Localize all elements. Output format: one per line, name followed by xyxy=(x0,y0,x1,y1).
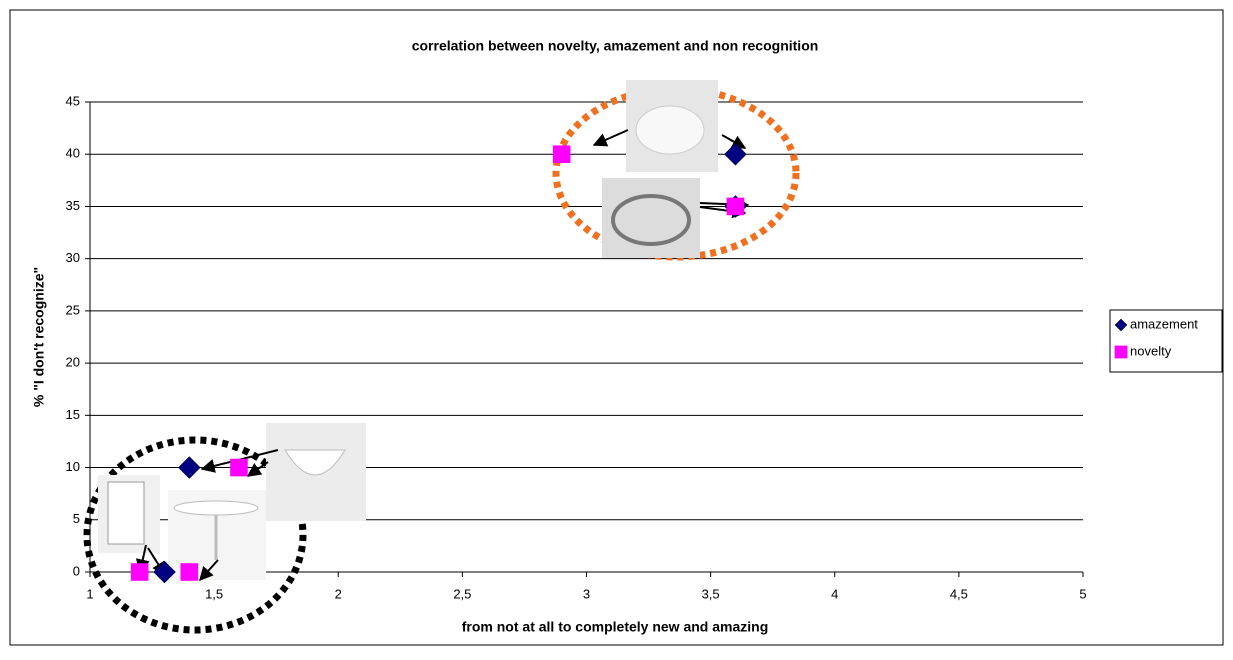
y-tick-label: 35 xyxy=(66,198,80,213)
diamond-marker xyxy=(177,456,201,479)
legend-label: novelty xyxy=(1130,343,1172,358)
legend xyxy=(1109,309,1223,373)
y-axis-label: % "I don't recognize" xyxy=(31,267,47,407)
x-tick-label: 5 xyxy=(1079,586,1086,601)
y-tick-label: 5 xyxy=(73,511,80,526)
photo-object xyxy=(284,449,346,476)
plot-area: 0 5 10 15 20 25 30 35 40 45 1 1,5 2 2,5 3 3,5 4 4,5 5 xyxy=(66,93,1087,601)
photo-object xyxy=(173,500,259,516)
x-tick-label: 2,5 xyxy=(453,586,471,601)
photo-object xyxy=(611,194,691,246)
legend-label: amazement xyxy=(1130,316,1198,331)
y-tick-label: 20 xyxy=(66,355,80,370)
arrow xyxy=(246,461,269,477)
y-tick-label: 40 xyxy=(66,146,80,161)
arrow xyxy=(199,559,219,582)
arrow xyxy=(721,134,747,149)
square-marker xyxy=(180,563,199,581)
square-marker xyxy=(552,145,571,164)
square-marker xyxy=(230,458,248,477)
x-tick-label: 1 xyxy=(86,586,93,601)
diamond-marker xyxy=(1114,318,1128,332)
annotations xyxy=(83,80,800,634)
square-marker xyxy=(1114,345,1128,359)
y-tick-label: 15 xyxy=(66,407,80,422)
x-tick-label: 4,5 xyxy=(950,586,968,601)
square-marker xyxy=(726,197,745,216)
x-axis-label: from not at all to completely new and am… xyxy=(462,619,769,635)
y-tick-label: 45 xyxy=(66,93,80,108)
x-tick-label: 4 xyxy=(831,586,838,601)
photo-object xyxy=(635,105,705,155)
x-tick-label: 3,5 xyxy=(702,586,720,601)
y-tick-label: 10 xyxy=(66,459,80,474)
x-tick-label: 3 xyxy=(583,586,590,601)
chart-title: correlation between novelty, amazement a… xyxy=(412,38,819,54)
x-tick-label: 2 xyxy=(335,586,342,601)
x-tick-label: 1,5 xyxy=(205,586,223,601)
square-marker xyxy=(130,563,149,581)
diamond-marker xyxy=(153,560,176,584)
highlight-ellipse xyxy=(83,436,307,634)
photo-object xyxy=(107,481,145,545)
arrow xyxy=(592,129,629,147)
diamond-marker xyxy=(724,142,747,166)
y-tick-label: 25 xyxy=(66,302,80,317)
points xyxy=(130,142,747,584)
y-tick-label: 0 xyxy=(73,563,80,578)
y-tick-label: 30 xyxy=(66,250,80,265)
